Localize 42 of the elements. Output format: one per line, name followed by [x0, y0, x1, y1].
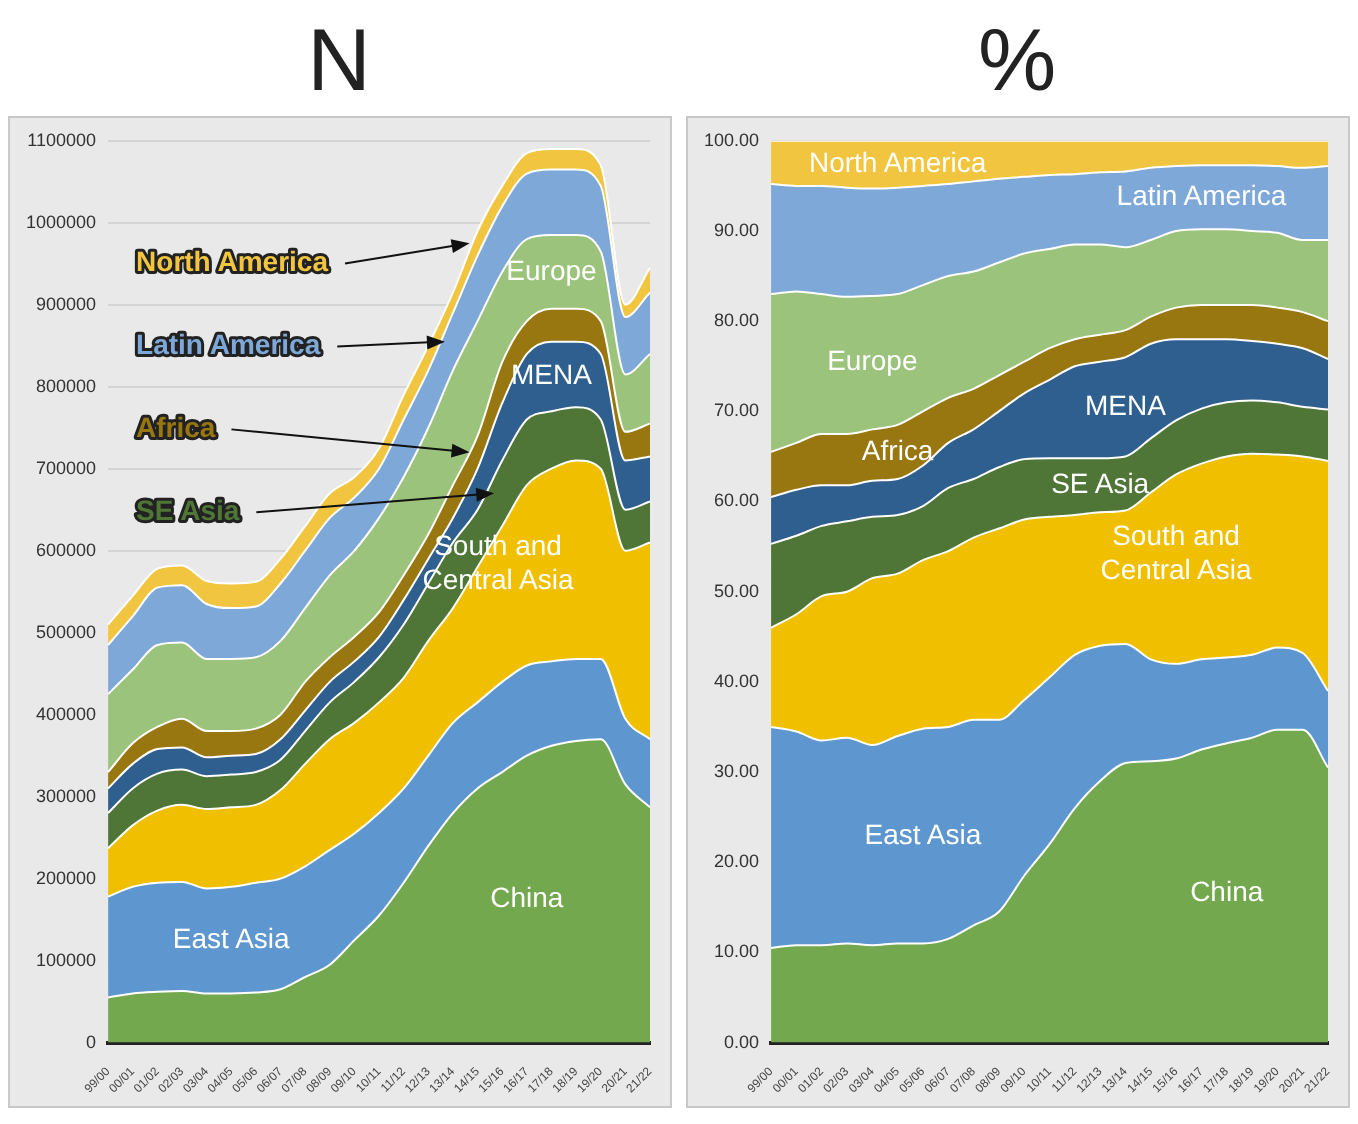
- y-tick-label: 80.00: [712, 310, 759, 331]
- y-tick-label: 400000: [34, 703, 96, 724]
- y-tick-label: 100.00: [702, 129, 759, 150]
- series-label: Africa: [860, 433, 933, 466]
- y-tick-label: 70.00: [712, 400, 759, 421]
- y-tick-label: 1000000: [24, 211, 96, 232]
- y-tick-label: 20.00: [712, 851, 759, 872]
- y-tick-label: 50.00: [712, 580, 759, 601]
- series-label: China: [1189, 874, 1263, 907]
- y-tick-label: 90.00: [712, 219, 759, 240]
- series-label: MENA: [510, 358, 593, 391]
- y-tick-label: 200000: [34, 867, 96, 888]
- y-tick-label: 0.00: [722, 1031, 759, 1052]
- y-tick-label: 1100000: [26, 129, 96, 150]
- text: SE Asia: [135, 494, 239, 527]
- text: Africa: [135, 411, 215, 444]
- y-tick-label: 10.00: [712, 941, 759, 962]
- series-label: China: [489, 880, 563, 913]
- series-label: South and Central Asia: [1099, 518, 1251, 585]
- y-tick-label: 800000: [34, 375, 96, 396]
- y-tick-label: 0: [85, 1031, 96, 1052]
- series-label: MENA: [1084, 388, 1167, 421]
- y-tick-label: 30.00: [712, 761, 759, 782]
- text: North America: [135, 245, 328, 278]
- series-label: North America: [807, 145, 986, 178]
- y-tick-label: 60.00: [712, 490, 759, 511]
- y-tick-label: 600000: [34, 539, 96, 560]
- y-tick-label: 40.00: [712, 670, 759, 691]
- series-label: East Asia: [863, 817, 981, 850]
- series-label: SE Asia: [1050, 467, 1149, 499]
- y-tick-label: 500000: [34, 621, 96, 642]
- series-label: Europe: [505, 253, 597, 286]
- y-tick-label: 900000: [34, 293, 96, 314]
- text: Latin America: [135, 328, 320, 361]
- y-tick-label: 300000: [34, 785, 96, 806]
- series-label: Latin America: [1115, 178, 1286, 211]
- series-label: East Asia: [171, 921, 290, 954]
- y-tick-label: 100000: [34, 949, 96, 970]
- series-label: Europe: [826, 344, 917, 377]
- chart-title: N: [307, 10, 371, 114]
- chart-title: %: [977, 10, 1057, 114]
- y-tick-label: 700000: [34, 457, 96, 478]
